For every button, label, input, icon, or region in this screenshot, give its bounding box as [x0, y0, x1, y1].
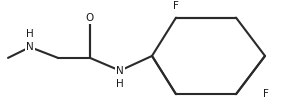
Text: H: H: [116, 79, 124, 89]
Text: F: F: [173, 1, 179, 11]
Text: H: H: [26, 30, 34, 39]
Text: N: N: [116, 66, 124, 76]
Text: O: O: [86, 13, 94, 23]
Text: N: N: [26, 42, 34, 52]
Text: F: F: [263, 89, 269, 99]
